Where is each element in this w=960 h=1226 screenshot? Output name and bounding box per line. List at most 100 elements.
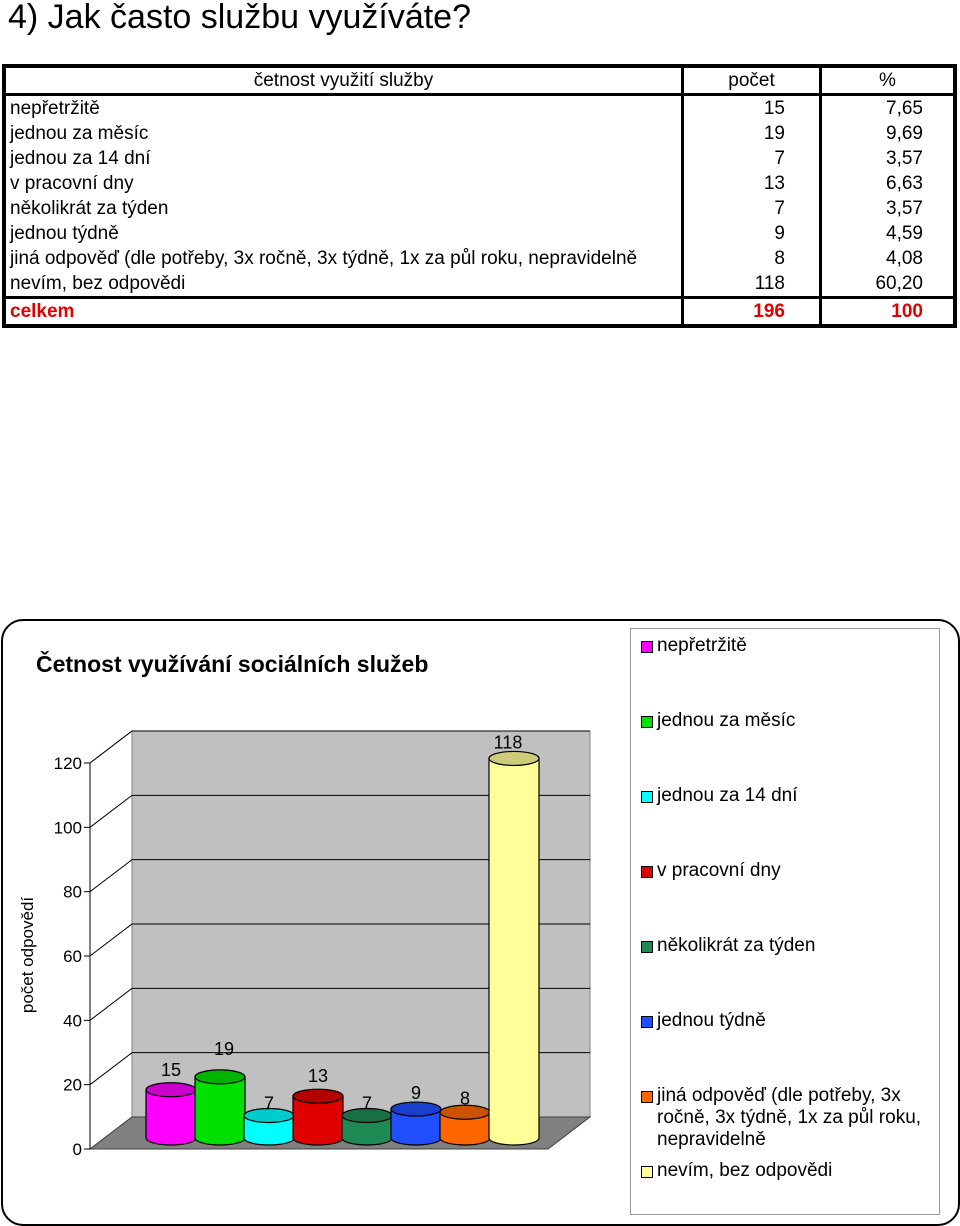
legend-label: nevím, bez odpovědi — [657, 1160, 833, 1181]
y-tick-label: 20 — [63, 1076, 82, 1095]
row-count: 8 — [681, 246, 821, 271]
legend-item: nepřetržitě — [641, 635, 933, 657]
data-label: 19 — [214, 1039, 234, 1059]
total-label: celkem — [2, 296, 683, 328]
legend-item: jednou týdně — [641, 1010, 933, 1032]
legend-label: jednou za 14 dní — [657, 785, 798, 806]
gridline — [89, 730, 590, 764]
legend-label: jednou týdně — [657, 1010, 766, 1031]
data-label: 7 — [362, 1093, 372, 1113]
chart-legend: nepřetržitě jednou za měsíc jednou za 14 d… — [630, 628, 940, 1215]
row-label: v pracovní dny — [2, 171, 683, 196]
row-label: jednou za 14 dní — [2, 146, 683, 171]
row-count: 13 — [681, 171, 821, 196]
frequency-table: četnost využití služby počet % nepřetrži… — [2, 64, 957, 328]
bar-top — [488, 750, 540, 767]
column-header-frequency: četnost využití služby — [2, 64, 683, 96]
gridline — [89, 1052, 590, 1086]
row-label: jednou za měsíc — [2, 121, 683, 146]
row-label: nepřetržitě — [2, 94, 683, 121]
bar — [488, 750, 540, 1146]
bar-body — [145, 1089, 197, 1146]
table-row: jiná odpověď (dle potřeby, 3x ročně, 3x … — [2, 246, 957, 271]
legend-item: jednou za 14 dní — [641, 785, 933, 807]
total-count: 196 — [681, 296, 821, 328]
gridline — [89, 923, 590, 957]
legend-item: několikrát za týden — [641, 935, 933, 957]
legend-item: v pracovní dny — [641, 860, 933, 882]
gridline — [89, 794, 590, 828]
legend-swatch — [641, 716, 653, 728]
bar — [390, 1101, 442, 1146]
data-label: 7 — [264, 1093, 274, 1113]
y-tick-label: 40 — [63, 1011, 82, 1030]
bar-top — [390, 1101, 442, 1117]
legend-label: v pracovní dny — [657, 860, 781, 881]
legend-swatch — [641, 1016, 653, 1028]
legend-swatch — [641, 866, 653, 878]
bar-body — [488, 757, 540, 1146]
legend-swatch — [641, 641, 653, 653]
data-label: 15 — [161, 1060, 181, 1080]
legend-item: nevím, bez odpovědi — [641, 1160, 933, 1182]
y-tick-label: 60 — [63, 947, 82, 966]
y-tick-label: 80 — [63, 883, 82, 902]
y-axis-label: počet odpovědí — [18, 897, 37, 1014]
row-percent: 3,57 — [819, 146, 957, 171]
table-row: nepřetržitě 15 7,65 — [2, 94, 957, 121]
row-percent: 60,20 — [819, 271, 957, 298]
chart-frame — [1, 619, 960, 1226]
row-percent: 3,57 — [819, 196, 957, 221]
total-percent: 100 — [819, 296, 957, 328]
legend-label: nepřetržitě — [657, 635, 747, 656]
gridline — [89, 859, 590, 893]
data-label: 118 — [494, 732, 523, 752]
table-row: nevím, bez odpovědi 118 60,20 — [2, 271, 957, 298]
row-count: 19 — [681, 121, 821, 146]
bar — [145, 1082, 197, 1146]
legend-label: jiná odpověď (dle potřeby, 3x ročně, 3x … — [657, 1085, 922, 1150]
row-percent: 6,63 — [819, 171, 957, 196]
table-total-row: celkem 196 100 — [2, 296, 957, 328]
bar — [194, 1069, 246, 1146]
bar — [341, 1107, 393, 1146]
row-label: jednou týdně — [2, 221, 683, 246]
row-count: 7 — [681, 196, 821, 221]
legend-item: jednou za měsíc — [641, 710, 933, 732]
column-header-percent: % — [819, 64, 957, 96]
bar — [292, 1088, 344, 1146]
row-percent: 7,65 — [819, 94, 957, 121]
table-row: jednou týdně 9 4,59 — [2, 221, 957, 246]
bar — [439, 1104, 491, 1146]
page-title: 4) Jak často službu využíváte? — [8, 0, 472, 36]
chart-title: Četnost využívání sociálních služeb — [36, 650, 428, 677]
data-label: 9 — [411, 1083, 421, 1103]
row-percent: 9,69 — [819, 121, 957, 146]
data-label: 13 — [308, 1066, 328, 1086]
table-header-row: četnost využití služby počet % — [2, 64, 957, 96]
y-tick-label: 120 — [54, 754, 82, 773]
legend-label: jednou za měsíc — [657, 710, 796, 731]
column-header-count: počet — [681, 64, 821, 96]
table-row: několikrát za týden 7 3,57 — [2, 196, 957, 221]
gridline — [89, 987, 590, 1021]
row-label: nevím, bez odpovědi — [2, 271, 683, 298]
legend-swatch — [641, 1091, 653, 1103]
y-tick-label: 0 — [73, 1140, 82, 1159]
table-row: jednou za měsíc 19 9,69 — [2, 121, 957, 146]
legend-swatch — [641, 791, 653, 803]
row-percent: 4,59 — [819, 221, 957, 246]
legend-swatch — [641, 941, 653, 953]
bar-top — [292, 1088, 344, 1104]
row-label: jiná odpověď (dle potřeby, 3x ročně, 3x … — [2, 246, 683, 271]
row-count: 15 — [681, 94, 821, 121]
bar-top — [145, 1082, 197, 1098]
y-tick-label: 100 — [54, 818, 82, 837]
legend-swatch — [641, 1166, 653, 1178]
bar-top — [194, 1069, 246, 1085]
table-row: jednou za 14 dní 7 3,57 — [2, 146, 957, 171]
table-row: v pracovní dny 13 6,63 — [2, 171, 957, 196]
row-count: 7 — [681, 146, 821, 171]
bar — [243, 1107, 295, 1146]
